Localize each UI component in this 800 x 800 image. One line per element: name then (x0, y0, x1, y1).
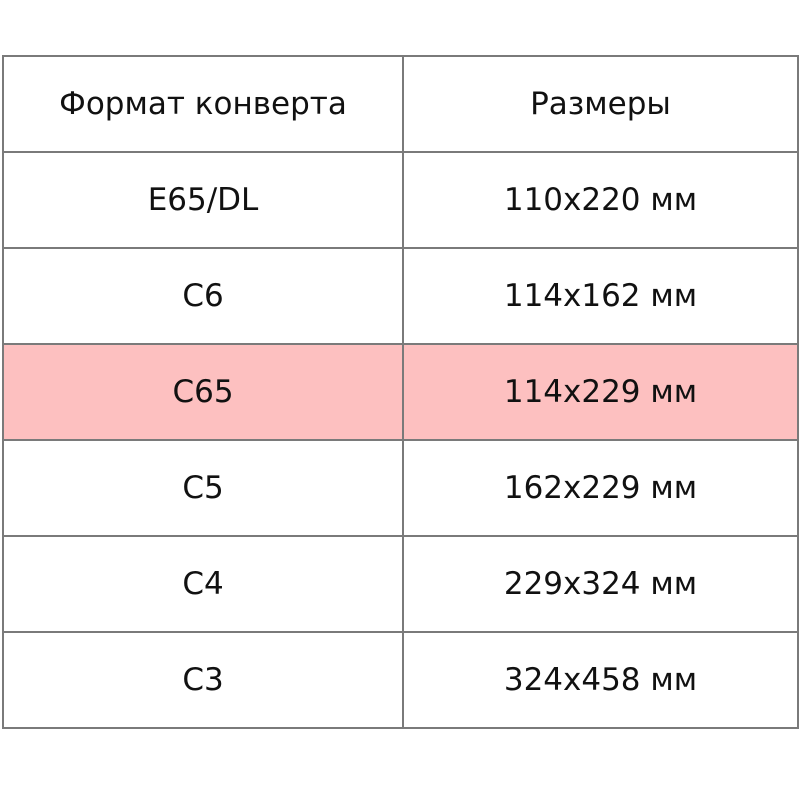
table-row-highlighted: C65 114x229 мм (2, 343, 799, 441)
format-cell: C3 (2, 631, 404, 729)
format-cell: C4 (2, 535, 404, 633)
size-cell: 114x229 мм (402, 343, 799, 441)
size-cell: 324x458 мм (402, 631, 799, 729)
format-cell: C5 (2, 439, 404, 537)
size-cell: 162x229 мм (402, 439, 799, 537)
envelope-format-table: Формат конверта Размеры E65/DL 110x220 м… (2, 55, 799, 729)
size-cell: 229x324 мм (402, 535, 799, 633)
format-cell: C65 (2, 343, 404, 441)
table-row: C5 162x229 мм (2, 439, 799, 537)
header-format: Формат конверта (2, 55, 404, 153)
size-cell: 110x220 мм (402, 151, 799, 249)
header-row: Формат конверта Размеры (2, 55, 799, 153)
table-row: C4 229x324 мм (2, 535, 799, 633)
format-cell: C6 (2, 247, 404, 345)
size-cell: 114x162 мм (402, 247, 799, 345)
table-row: E65/DL 110x220 мм (2, 151, 799, 249)
header-size: Размеры (402, 55, 799, 153)
table-row: C6 114x162 мм (2, 247, 799, 345)
table-row: C3 324x458 мм (2, 631, 799, 729)
format-cell: E65/DL (2, 151, 404, 249)
